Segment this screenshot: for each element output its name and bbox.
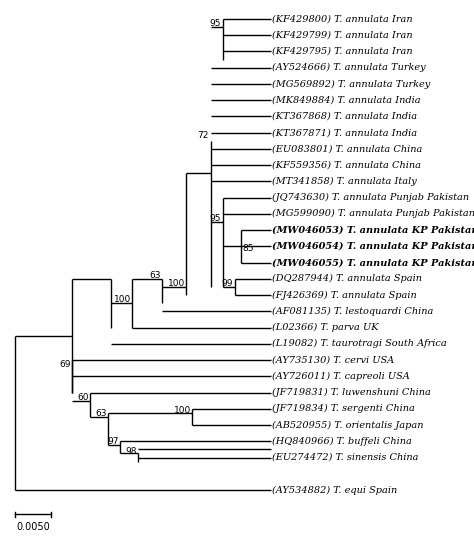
Text: 60: 60 [77,393,89,402]
Text: (JF719831) T. luwenshuni China: (JF719831) T. luwenshuni China [272,388,431,397]
Text: 63: 63 [95,409,107,418]
Text: (KF429800) T. annulata Iran: (KF429800) T. annulata Iran [272,14,413,24]
Text: (MT341858) T. annulata Italy: (MT341858) T. annulata Italy [272,177,417,186]
Text: (FJ426369) T. annulata Spain: (FJ426369) T. annulata Spain [272,291,417,300]
Text: (EU274472) T. sinensis China: (EU274472) T. sinensis China [272,453,419,462]
Text: (AY534882) T. equi Spain: (AY534882) T. equi Spain [272,485,398,495]
Text: 98: 98 [125,446,137,455]
Text: (KF559356) T. annulata China: (KF559356) T. annulata China [272,161,421,170]
Text: 0.0050: 0.0050 [16,523,50,533]
Text: 69: 69 [59,360,71,369]
Text: (AB520955) T. orientalis Japan: (AB520955) T. orientalis Japan [272,420,424,430]
Text: (KF429795) T. annulata Iran: (KF429795) T. annulata Iran [272,47,413,56]
Text: 72: 72 [198,132,209,141]
Text: (EU083801) T. annulata China: (EU083801) T. annulata China [272,144,423,154]
Text: 95: 95 [210,19,221,28]
Text: (MW046054) T. annulata KP Pakistan: (MW046054) T. annulata KP Pakistan [272,242,474,251]
Text: (MG599090) T. annulata Punjab Pakistan: (MG599090) T. annulata Punjab Pakistan [272,209,474,219]
Text: (JF719834) T. sergenti China: (JF719834) T. sergenti China [272,404,415,413]
Text: (KT367868) T. annulata India: (KT367868) T. annulata India [272,112,417,121]
Text: (L19082) T. taurotragi South Africa: (L19082) T. taurotragi South Africa [272,339,447,349]
Text: (MK849884) T. annulata India: (MK849884) T. annulata India [272,96,421,105]
Text: (AY735130) T. cervi USA: (AY735130) T. cervi USA [272,355,394,365]
Text: (AY726011) T. capreoli USA: (AY726011) T. capreoli USA [272,372,410,381]
Text: (MW046055) T. annulata KP Pakistan: (MW046055) T. annulata KP Pakistan [272,258,474,267]
Text: 100: 100 [113,295,131,304]
Text: (JQ743630) T. annulata Punjab Pakistan: (JQ743630) T. annulata Punjab Pakistan [272,193,469,202]
Text: 63: 63 [149,271,161,280]
Text: 100: 100 [168,279,185,288]
Text: 95: 95 [210,214,221,223]
Text: 100: 100 [173,406,191,415]
Text: (HQ840966) T. buffeli China: (HQ840966) T. buffeli China [272,437,412,446]
Text: 99: 99 [221,279,233,288]
Text: (AF081135) T. lestoquardi China: (AF081135) T. lestoquardi China [272,307,434,316]
Text: (KF429799) T. annulata Iran: (KF429799) T. annulata Iran [272,31,413,40]
Text: (MW046053) T. annulata KP Pakistan: (MW046053) T. annulata KP Pakistan [272,226,474,235]
Text: 85: 85 [242,243,254,252]
Text: (AY524666) T. annulata Turkey: (AY524666) T. annulata Turkey [272,63,426,72]
Text: (KT367871) T. annulata India: (KT367871) T. annulata India [272,128,417,137]
Text: (L02366) T. parva UK: (L02366) T. parva UK [272,323,379,332]
Text: 97: 97 [107,437,118,446]
Text: (MG569892) T. annulata Turkey: (MG569892) T. annulata Turkey [272,79,430,89]
Text: (DQ287944) T. annulata Spain: (DQ287944) T. annulata Spain [272,274,422,284]
